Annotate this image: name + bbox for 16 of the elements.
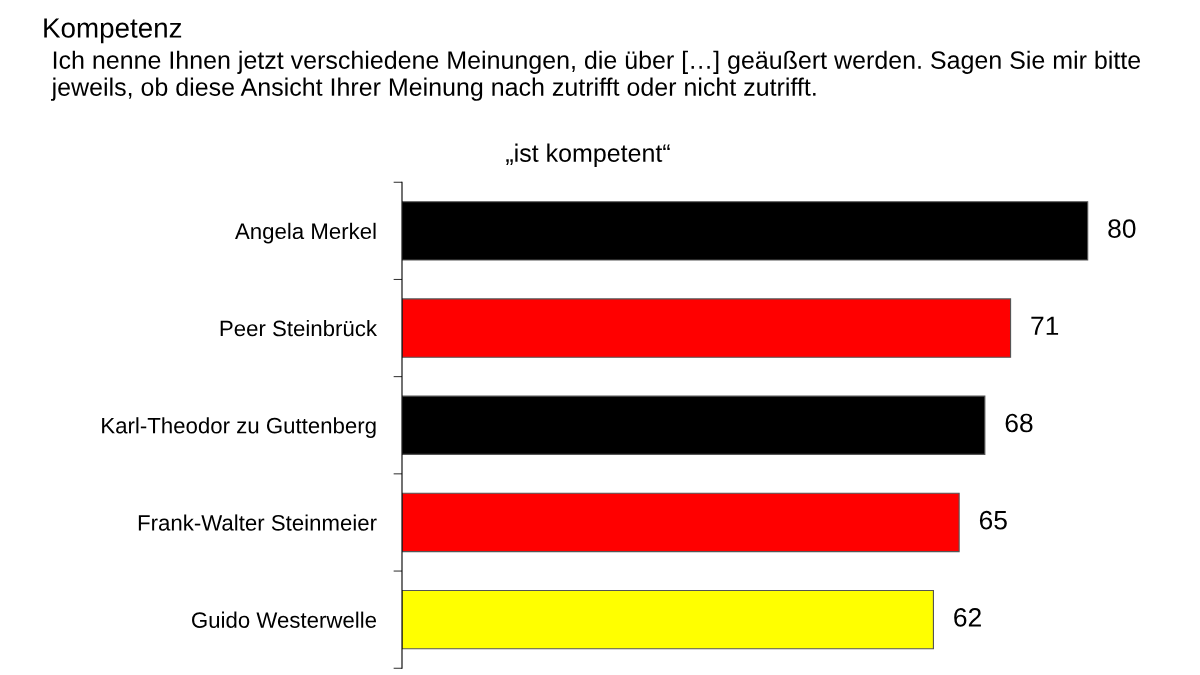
data-label: 68	[1005, 413, 1033, 433]
bar	[402, 298, 1012, 358]
bar	[402, 492, 960, 553]
data-label: 65	[979, 510, 1007, 530]
bar	[402, 589, 934, 650]
text: Kompetenz	[44, 18, 182, 44]
data-label: 80	[1108, 219, 1136, 238]
text: „ist kompetent“	[506, 143, 670, 167]
y-tick-label: Frank-Walter Steinmeier	[138, 514, 377, 531]
y-tick-label: Karl-Theodor zu Guttenberg	[102, 417, 376, 438]
y-tick-label: Peer Steinbrück	[220, 320, 378, 337]
y-tick-label: Guido Westerwelle	[192, 611, 377, 628]
chart-subtitle: Ich nenne Ihnen jetzt verschiedene Meinungen, die über […] geäußert werden. Sagen Sie mir bitte jeweils, ob diese Ansicht Ihrer Meinung nach zutrifft oder nicht zutrifft.	[50, 50, 1141, 101]
data-label: 71	[1031, 316, 1059, 335]
y-tick-label: Angela Merkel	[235, 222, 376, 244]
data-label: 62	[954, 608, 981, 627]
